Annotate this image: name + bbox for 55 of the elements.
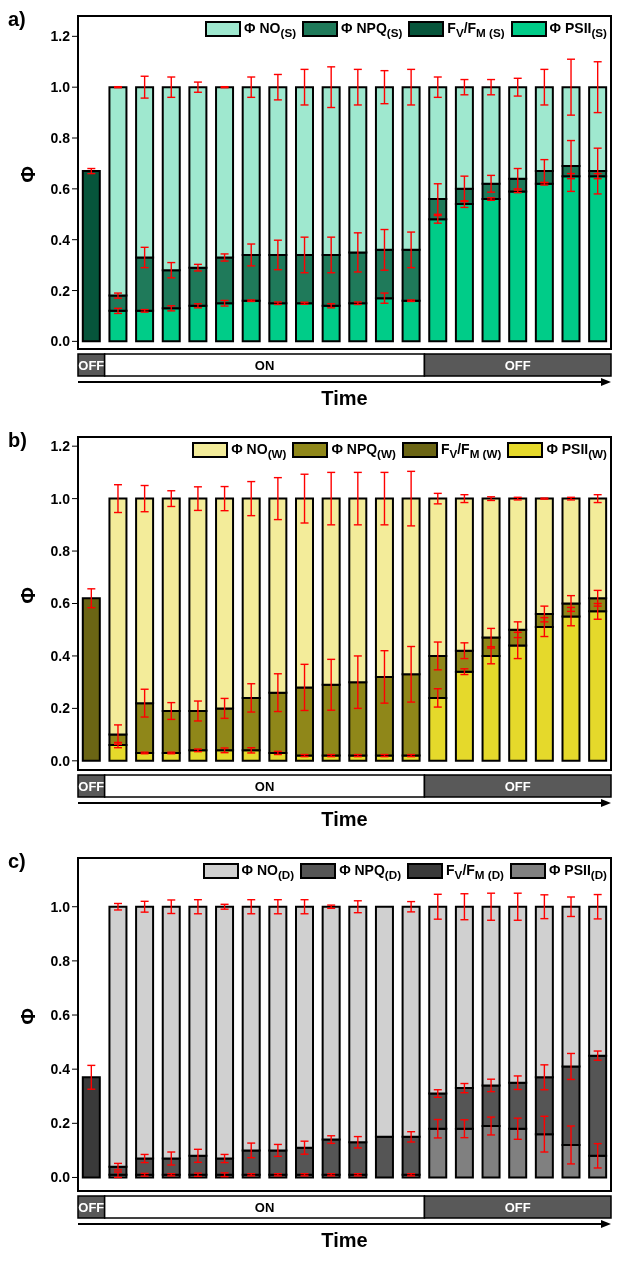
legend-label: Φ NPQ$_{(W)}$	[331, 441, 396, 460]
y-tick-label: 0.6	[50, 1006, 71, 1023]
y-tick-label: 1.0	[50, 79, 71, 96]
y-tick-label: 0.6	[50, 180, 71, 197]
y-tick-label: 0.8	[50, 952, 71, 969]
text: OFF	[504, 358, 531, 373]
y-tick-label: 0.4	[50, 231, 71, 248]
y-tick-label: 0.2	[50, 700, 71, 717]
legend-label: F$_{V}$/F$_{M (D)}$	[446, 862, 504, 881]
bar	[588, 175, 608, 343]
x-axis-title: Time	[321, 387, 368, 409]
x-axis-title: Time	[321, 1229, 368, 1251]
y-axis-title: Φ	[17, 587, 40, 604]
chart-title: c)	[8, 850, 26, 872]
legend-label: Φ PSII$_{(D)}$	[548, 862, 607, 881]
y-tick-label: 1.2	[50, 28, 71, 45]
legend-label: F$_{V}$/F$_{M (S)}$	[447, 20, 505, 39]
text: ON	[254, 358, 275, 373]
y-tick-label: 0.0	[50, 752, 71, 769]
legend-label: Φ NO$_{(W)}$	[231, 441, 287, 460]
legend-label: Φ NPQ$_{(D)}$	[339, 862, 402, 881]
y-tick-label: 0.8	[50, 543, 71, 560]
chart-title: b)	[8, 429, 27, 451]
x-axis-title: Time	[321, 808, 368, 830]
y-tick-label: 1.0	[50, 490, 71, 507]
text: OFF	[78, 1200, 105, 1215]
y-tick-label: 1.2	[50, 438, 71, 455]
y-tick-label: 0.0	[50, 333, 71, 350]
bar	[81, 1076, 101, 1179]
y-tick-label: 0.8	[50, 129, 71, 146]
legend-label: Φ PSII$_{(S)}$	[549, 20, 607, 39]
text: ON	[254, 779, 275, 794]
bar	[81, 597, 101, 762]
text: OFF	[78, 779, 105, 794]
text: ON	[254, 1200, 275, 1215]
y-tick-label: 0.0	[50, 1169, 71, 1186]
y-tick-label: 0.4	[50, 647, 71, 664]
bar	[588, 86, 608, 173]
y-tick-label: 0.2	[50, 282, 71, 299]
chart-title: a)	[8, 8, 26, 30]
text: OFF	[504, 1200, 531, 1215]
y-axis-title: Φ	[17, 166, 40, 183]
y-tick-label: 0.2	[50, 1115, 71, 1132]
y-tick-label: 0.6	[50, 595, 71, 612]
text: OFF	[78, 358, 105, 373]
y-tick-label: 1.0	[50, 898, 71, 915]
legend-label: Φ NO$_{(D)}$	[241, 862, 295, 881]
legend-label: Φ PSII$_{(W)}$	[546, 441, 607, 460]
y-axis-title: Φ	[17, 1008, 40, 1025]
legend-label: F$_{V}$/F$_{M (W)}$	[440, 441, 502, 460]
legend-label: Φ NPQ$_{(S)}$	[341, 20, 403, 39]
bar	[81, 170, 101, 343]
legend-label: Φ NO$_{(S)}$	[244, 20, 297, 39]
text: OFF	[504, 779, 531, 794]
y-tick-label: 0.4	[50, 1061, 71, 1078]
